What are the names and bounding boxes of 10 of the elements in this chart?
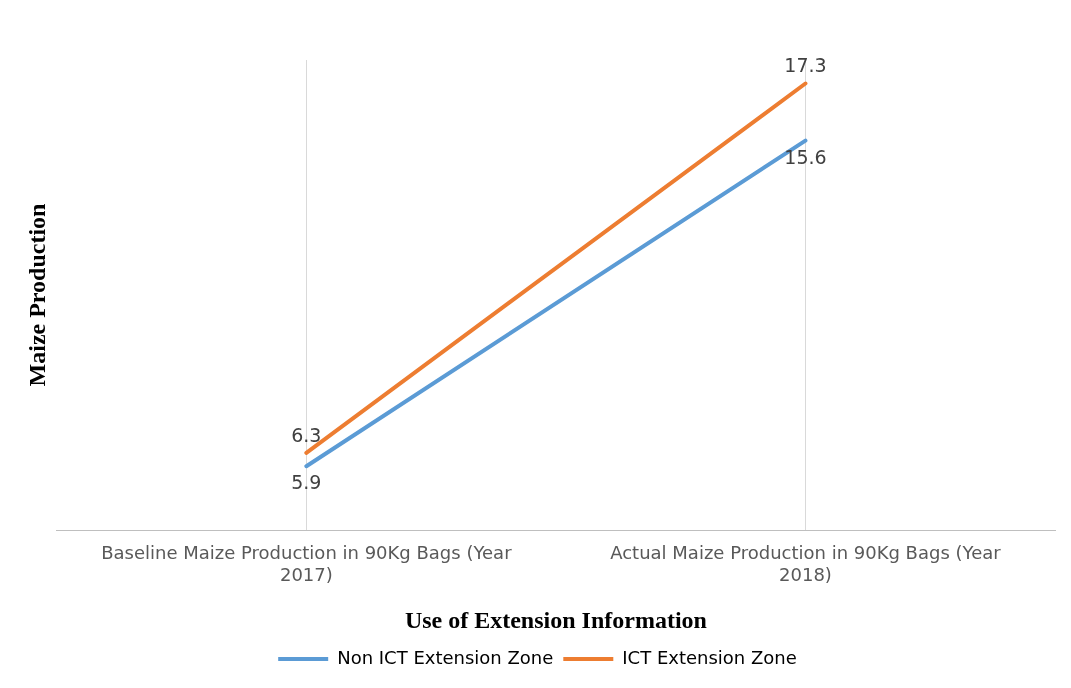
data-label: 5.9 (291, 471, 322, 494)
data-label: 17.3 (784, 54, 827, 77)
y-axis-title: Maize Production (23, 203, 50, 387)
x-tick-label: Actual Maize Production in 90Kg Bags (Year 2018) (610, 542, 1002, 586)
x-axis-title: Use of Extension Information (404, 606, 707, 633)
legend-label: ICT Extension Zone (622, 646, 797, 668)
legend-label: Non ICT Extension Zone (337, 646, 554, 668)
x-tick-label: Baseline Maize Production in 90Kg Bags (Year 2017) (101, 542, 513, 586)
data-label: 6.3 (291, 423, 322, 446)
data-label: 15.6 (784, 145, 827, 168)
